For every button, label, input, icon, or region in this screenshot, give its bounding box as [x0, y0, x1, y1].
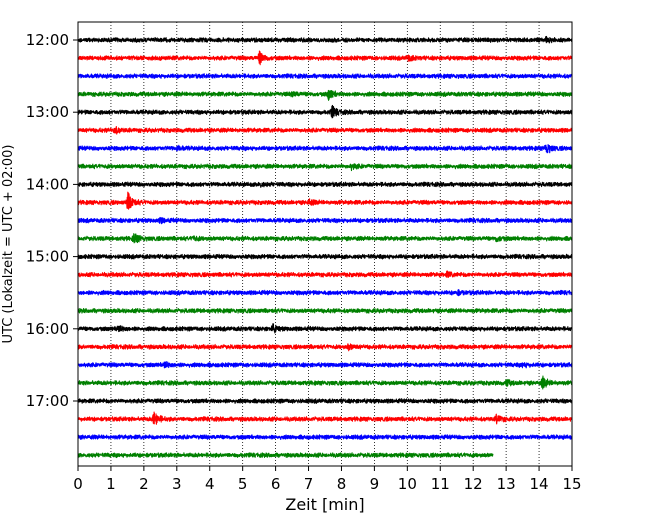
- trace-line: [77, 181, 573, 188]
- vertical-grid-lines: [110, 22, 540, 466]
- y-tick-label: 12:00: [26, 31, 69, 49]
- x-tick-label: 2: [139, 475, 149, 493]
- trace-line: [77, 253, 573, 260]
- x-tick-label: 6: [271, 475, 281, 493]
- trace-line: [77, 398, 573, 404]
- x-tick-label: 0: [73, 475, 83, 493]
- x-tick-label: 7: [304, 475, 314, 493]
- x-tick-label: 4: [205, 475, 215, 493]
- x-axis-label: Zeit [min]: [285, 495, 364, 514]
- x-tick-label: 13: [497, 475, 516, 493]
- trace-line: [77, 126, 573, 135]
- x-tick-label: 11: [431, 475, 450, 493]
- trace-line: [77, 289, 573, 297]
- x-tick-label: 5: [238, 475, 248, 493]
- trace-line: [77, 434, 573, 441]
- y-tick-label: 14:00: [26, 175, 69, 193]
- y-tick-label: 17:00: [26, 392, 69, 410]
- trace-line: [77, 361, 573, 369]
- x-tick-label: 1: [106, 475, 116, 493]
- y-axis-label: UTC (Lokalzeit = UTC + 02:00): [1, 145, 16, 344]
- trace-line: [77, 191, 573, 210]
- x-tick-label: 8: [337, 475, 347, 493]
- trace-line: [77, 163, 573, 172]
- trace-line: [77, 375, 573, 390]
- trace-line: [77, 144, 573, 154]
- trace-line: [77, 50, 573, 66]
- plot-frame: [77, 21, 573, 467]
- y-tick-label: 16:00: [26, 320, 69, 338]
- trace-line: [77, 452, 494, 459]
- trace-line: [77, 270, 573, 278]
- trace-line: [77, 323, 573, 334]
- trace-group: [77, 35, 573, 459]
- trace-line: [77, 216, 573, 225]
- x-tick-label: 12: [464, 475, 483, 493]
- trace-line: [77, 73, 573, 80]
- x-axis-ticks: 0 1 2 3 4 5 6 7 8 9 10 11 12 13 14 15: [73, 466, 582, 493]
- x-tick-label: 9: [370, 475, 380, 493]
- y-axis-ticks: 12:00 13:00 14:00 15:00 16:00 17:00: [26, 31, 78, 410]
- trace-line: [77, 35, 573, 44]
- y-tick-label: 13:00: [26, 103, 69, 121]
- x-tick-label: 10: [398, 475, 417, 493]
- y-tick-label: 15:00: [26, 248, 69, 266]
- x-tick-label: 14: [530, 475, 549, 493]
- trace-line: [77, 89, 573, 101]
- trace-line: [77, 233, 573, 244]
- trace-line: [77, 104, 573, 119]
- trace-line: [77, 411, 573, 425]
- trace-line: [77, 307, 573, 314]
- x-tick-label: 3: [172, 475, 182, 493]
- trace-line: [77, 343, 573, 352]
- x-tick-label: 15: [562, 475, 581, 493]
